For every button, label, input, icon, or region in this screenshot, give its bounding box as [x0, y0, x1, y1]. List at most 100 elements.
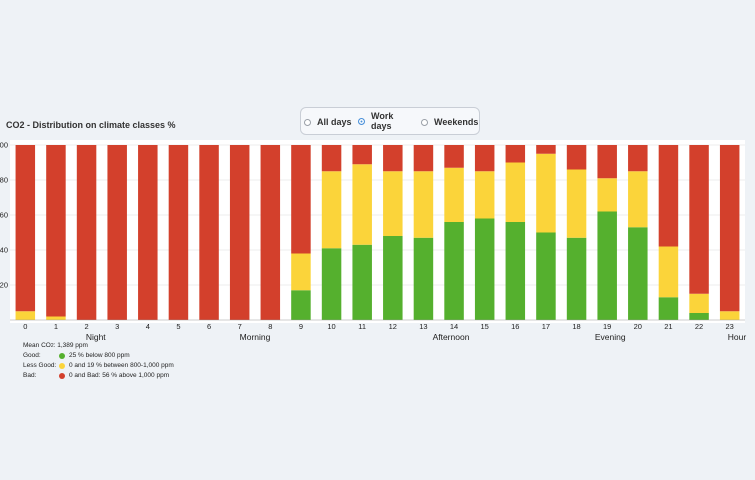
- option-all-days[interactable]: All days: [304, 117, 352, 127]
- bar-less-good-10: [321, 171, 342, 249]
- x-tick-label: 21: [664, 322, 672, 331]
- bar-bad-10: [321, 145, 342, 172]
- y-tick-label: 20: [0, 281, 8, 290]
- stat-text: 0 and 19 % between 800-1,000 ppm: [69, 362, 174, 369]
- bar-less-good-20: [628, 171, 648, 228]
- x-tick-label: 16: [511, 322, 519, 331]
- bar-less-good-13: [413, 171, 434, 238]
- x-tick-label: 22: [695, 322, 703, 331]
- bar-bad-15: [474, 145, 495, 172]
- x-tick-label: 11: [358, 322, 366, 331]
- bar-bad-18: [566, 145, 587, 170]
- y-tick-label: 60: [0, 211, 8, 220]
- bar-bad-6: [199, 145, 219, 320]
- option-label: Weekends: [434, 117, 479, 127]
- x-tick-label: 5: [176, 322, 180, 331]
- bar-less-good-21: [658, 246, 679, 298]
- bar-good-17: [536, 232, 556, 320]
- x-tick-label: 10: [327, 322, 335, 331]
- y-tick-label: 40: [0, 246, 8, 255]
- bar-less-good-12: [383, 171, 403, 236]
- period-label: Morning: [240, 332, 271, 342]
- bar-bad-14: [444, 145, 464, 168]
- x-tick-label: 15: [481, 322, 489, 331]
- plot-background: [10, 140, 745, 323]
- stat-label: Bad:: [23, 372, 37, 379]
- bar-bad-8: [260, 145, 281, 320]
- stat-text: 25 % below 800 ppm: [69, 352, 130, 359]
- bar-less-good-22: [689, 293, 709, 313]
- bar-bad-16: [505, 145, 526, 163]
- stat-less-good: Less Good: 0 and 19 % between 800-1,000 …: [23, 361, 174, 371]
- bar-good-10: [321, 248, 342, 320]
- x-tick-label: 1: [54, 322, 58, 331]
- x-tick-label: 17: [542, 322, 550, 331]
- period-labels: Night Morning Afternoon Evening: [86, 332, 626, 342]
- period-label: Evening: [595, 332, 626, 342]
- option-label-line-1: Work: [371, 111, 394, 121]
- mean-subscript: 2: [50, 343, 54, 349]
- bar-less-good-11: [352, 164, 372, 245]
- x-tick-label: 8: [268, 322, 272, 331]
- day-filter: All days Work days Weekends: [300, 107, 480, 135]
- bar-good-12: [383, 236, 403, 320]
- stat-label: Less Good:: [23, 362, 57, 369]
- bar-good-11: [352, 244, 372, 320]
- x-tick-label: 3: [115, 322, 119, 331]
- bar-bad-4: [138, 145, 158, 320]
- red-dot-icon: [59, 373, 65, 379]
- x-tick-label: 13: [419, 322, 427, 331]
- bar-good-13: [413, 237, 434, 320]
- bar-good-21: [658, 297, 679, 320]
- bar-bad-19: [597, 145, 617, 179]
- bar-bad-5: [168, 145, 189, 320]
- x-tick-label: 6: [207, 322, 211, 331]
- bar-less-good-16: [505, 162, 526, 222]
- y-axis: 20 40 60 80 100: [0, 141, 8, 290]
- bar-bad-11: [352, 145, 372, 165]
- bar-good-18: [566, 237, 587, 320]
- chart-title: CO2 - Distribution on climate classes %: [6, 120, 176, 130]
- option-work-days[interactable]: Work days: [358, 111, 393, 131]
- bar-good-20: [628, 227, 648, 320]
- x-tick-label: 9: [299, 322, 303, 331]
- radio-icon[interactable]: [421, 118, 428, 126]
- x-axis-label: Hour: [728, 332, 747, 342]
- stat-good: Good: 25 % below 800 ppm: [23, 351, 174, 361]
- x-tick-label: 14: [450, 322, 458, 331]
- x-tick-label: 4: [146, 322, 150, 331]
- bar-good-9: [291, 290, 311, 320]
- bar-less-good-15: [474, 171, 495, 219]
- bar-less-good-17: [536, 153, 556, 233]
- period-label: Night: [86, 332, 106, 342]
- y-tick-label: 100: [0, 141, 8, 150]
- bar-bad-22: [689, 145, 709, 294]
- bars: [15, 145, 740, 320]
- bar-less-good-0: [15, 311, 36, 320]
- bar-good-22: [689, 313, 709, 320]
- summary-stats: Mean CO 2: 1,389 ppm Good: 25 % below 800…: [23, 341, 174, 381]
- bar-bad-20: [628, 145, 648, 172]
- radio-icon[interactable]: [304, 118, 311, 126]
- bar-bad-23: [719, 145, 740, 312]
- bar-less-good-1: [46, 316, 66, 320]
- x-tick-label: 18: [572, 322, 580, 331]
- stat-label: Good:: [23, 352, 41, 359]
- option-weekends[interactable]: Weekends: [421, 117, 478, 127]
- x-tick-label: 7: [238, 322, 242, 331]
- bar-bad-13: [413, 145, 434, 172]
- x-tick-label: 23: [726, 322, 734, 331]
- x-tick-label: 0: [23, 322, 27, 331]
- bar-good-16: [505, 222, 526, 320]
- bar-bad-2: [76, 145, 97, 320]
- period-label: Afternoon: [433, 332, 470, 342]
- bar-bad-12: [383, 145, 403, 172]
- x-axis: 0 1 2 3 4 5 6 7 8 9 10 11 12 13 14 15 16 17 18 19 20 21 22 23: [10, 319, 745, 331]
- bar-less-good-14: [444, 167, 464, 222]
- bar-bad-17: [536, 145, 556, 154]
- option-label-line-2: days: [371, 121, 392, 131]
- radio-icon[interactable]: [358, 117, 365, 125]
- x-tick-label: 20: [634, 322, 642, 331]
- mean-prefix: Mean CO: [23, 342, 51, 349]
